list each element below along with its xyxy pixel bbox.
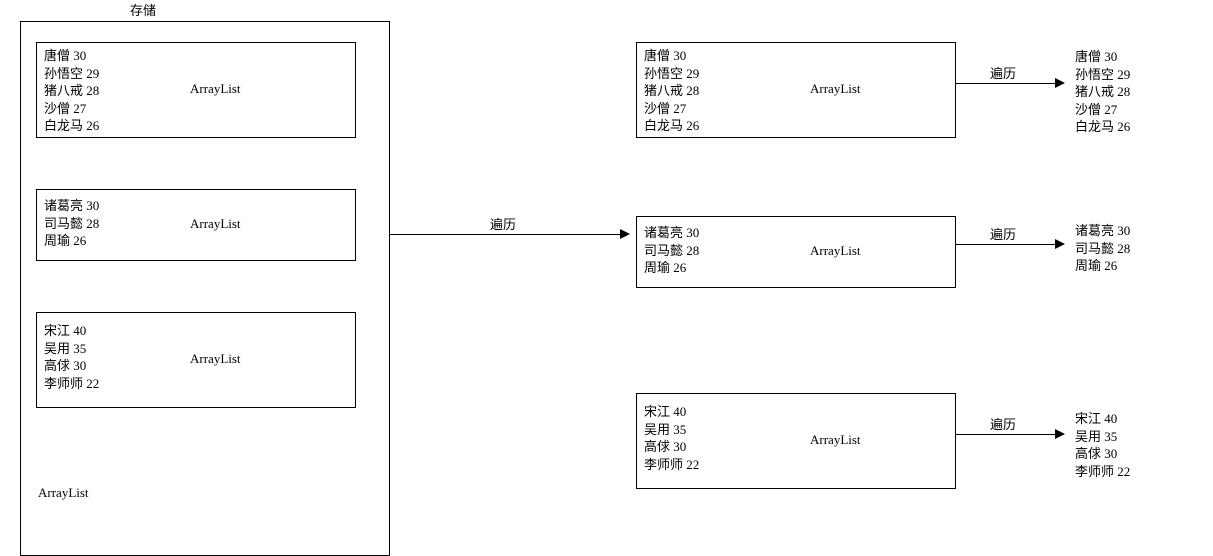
arrow-3-line [956,434,1055,435]
arrow-0-line [390,234,620,235]
left-box-0-label: ArrayList [190,80,241,98]
arrow-0-label: 遍历 [490,216,516,234]
left-box-0-items: 唐僧 30 孙悟空 29 猪八戒 28 沙僧 27 白龙马 26 [44,47,99,135]
right-box-1-items: 诸葛亮 30 司马懿 28 周瑜 26 [644,224,699,277]
arrow-1-label: 遍历 [990,65,1016,83]
output-1: 诸葛亮 30 司马懿 28 周瑜 26 [1075,222,1130,275]
left-box-2-items: 宋江 40 吴用 35 高俅 30 李师师 22 [44,322,99,392]
arrow-1-line [956,83,1055,84]
left-box-1-items: 诸葛亮 30 司马懿 28 周瑜 26 [44,197,99,250]
arrow-0-head [620,229,630,239]
output-0: 唐僧 30 孙悟空 29 猪八戒 28 沙僧 27 白龙马 26 [1075,48,1130,136]
arrow-2-label: 遍历 [990,226,1016,244]
right-box-2-label: ArrayList [810,431,861,449]
left-box-1-label: ArrayList [190,215,241,233]
right-box-0-items: 唐僧 30 孙悟空 29 猪八戒 28 沙僧 27 白龙马 26 [644,47,699,135]
arrow-3-label: 遍历 [990,416,1016,434]
arrow-3-head [1055,429,1065,439]
right-box-2-items: 宋江 40 吴用 35 高俅 30 李师师 22 [644,403,699,473]
output-2: 宋江 40 吴用 35 高俅 30 李师师 22 [1075,410,1130,480]
outer-container-label: ArrayList [38,484,89,502]
arrow-2-line [956,244,1055,245]
arrow-2-head [1055,239,1065,249]
arrow-1-head [1055,78,1065,88]
header-title: 存储 [130,2,156,20]
right-box-1-label: ArrayList [810,242,861,260]
right-box-0-label: ArrayList [810,80,861,98]
left-box-2-label: ArrayList [190,350,241,368]
